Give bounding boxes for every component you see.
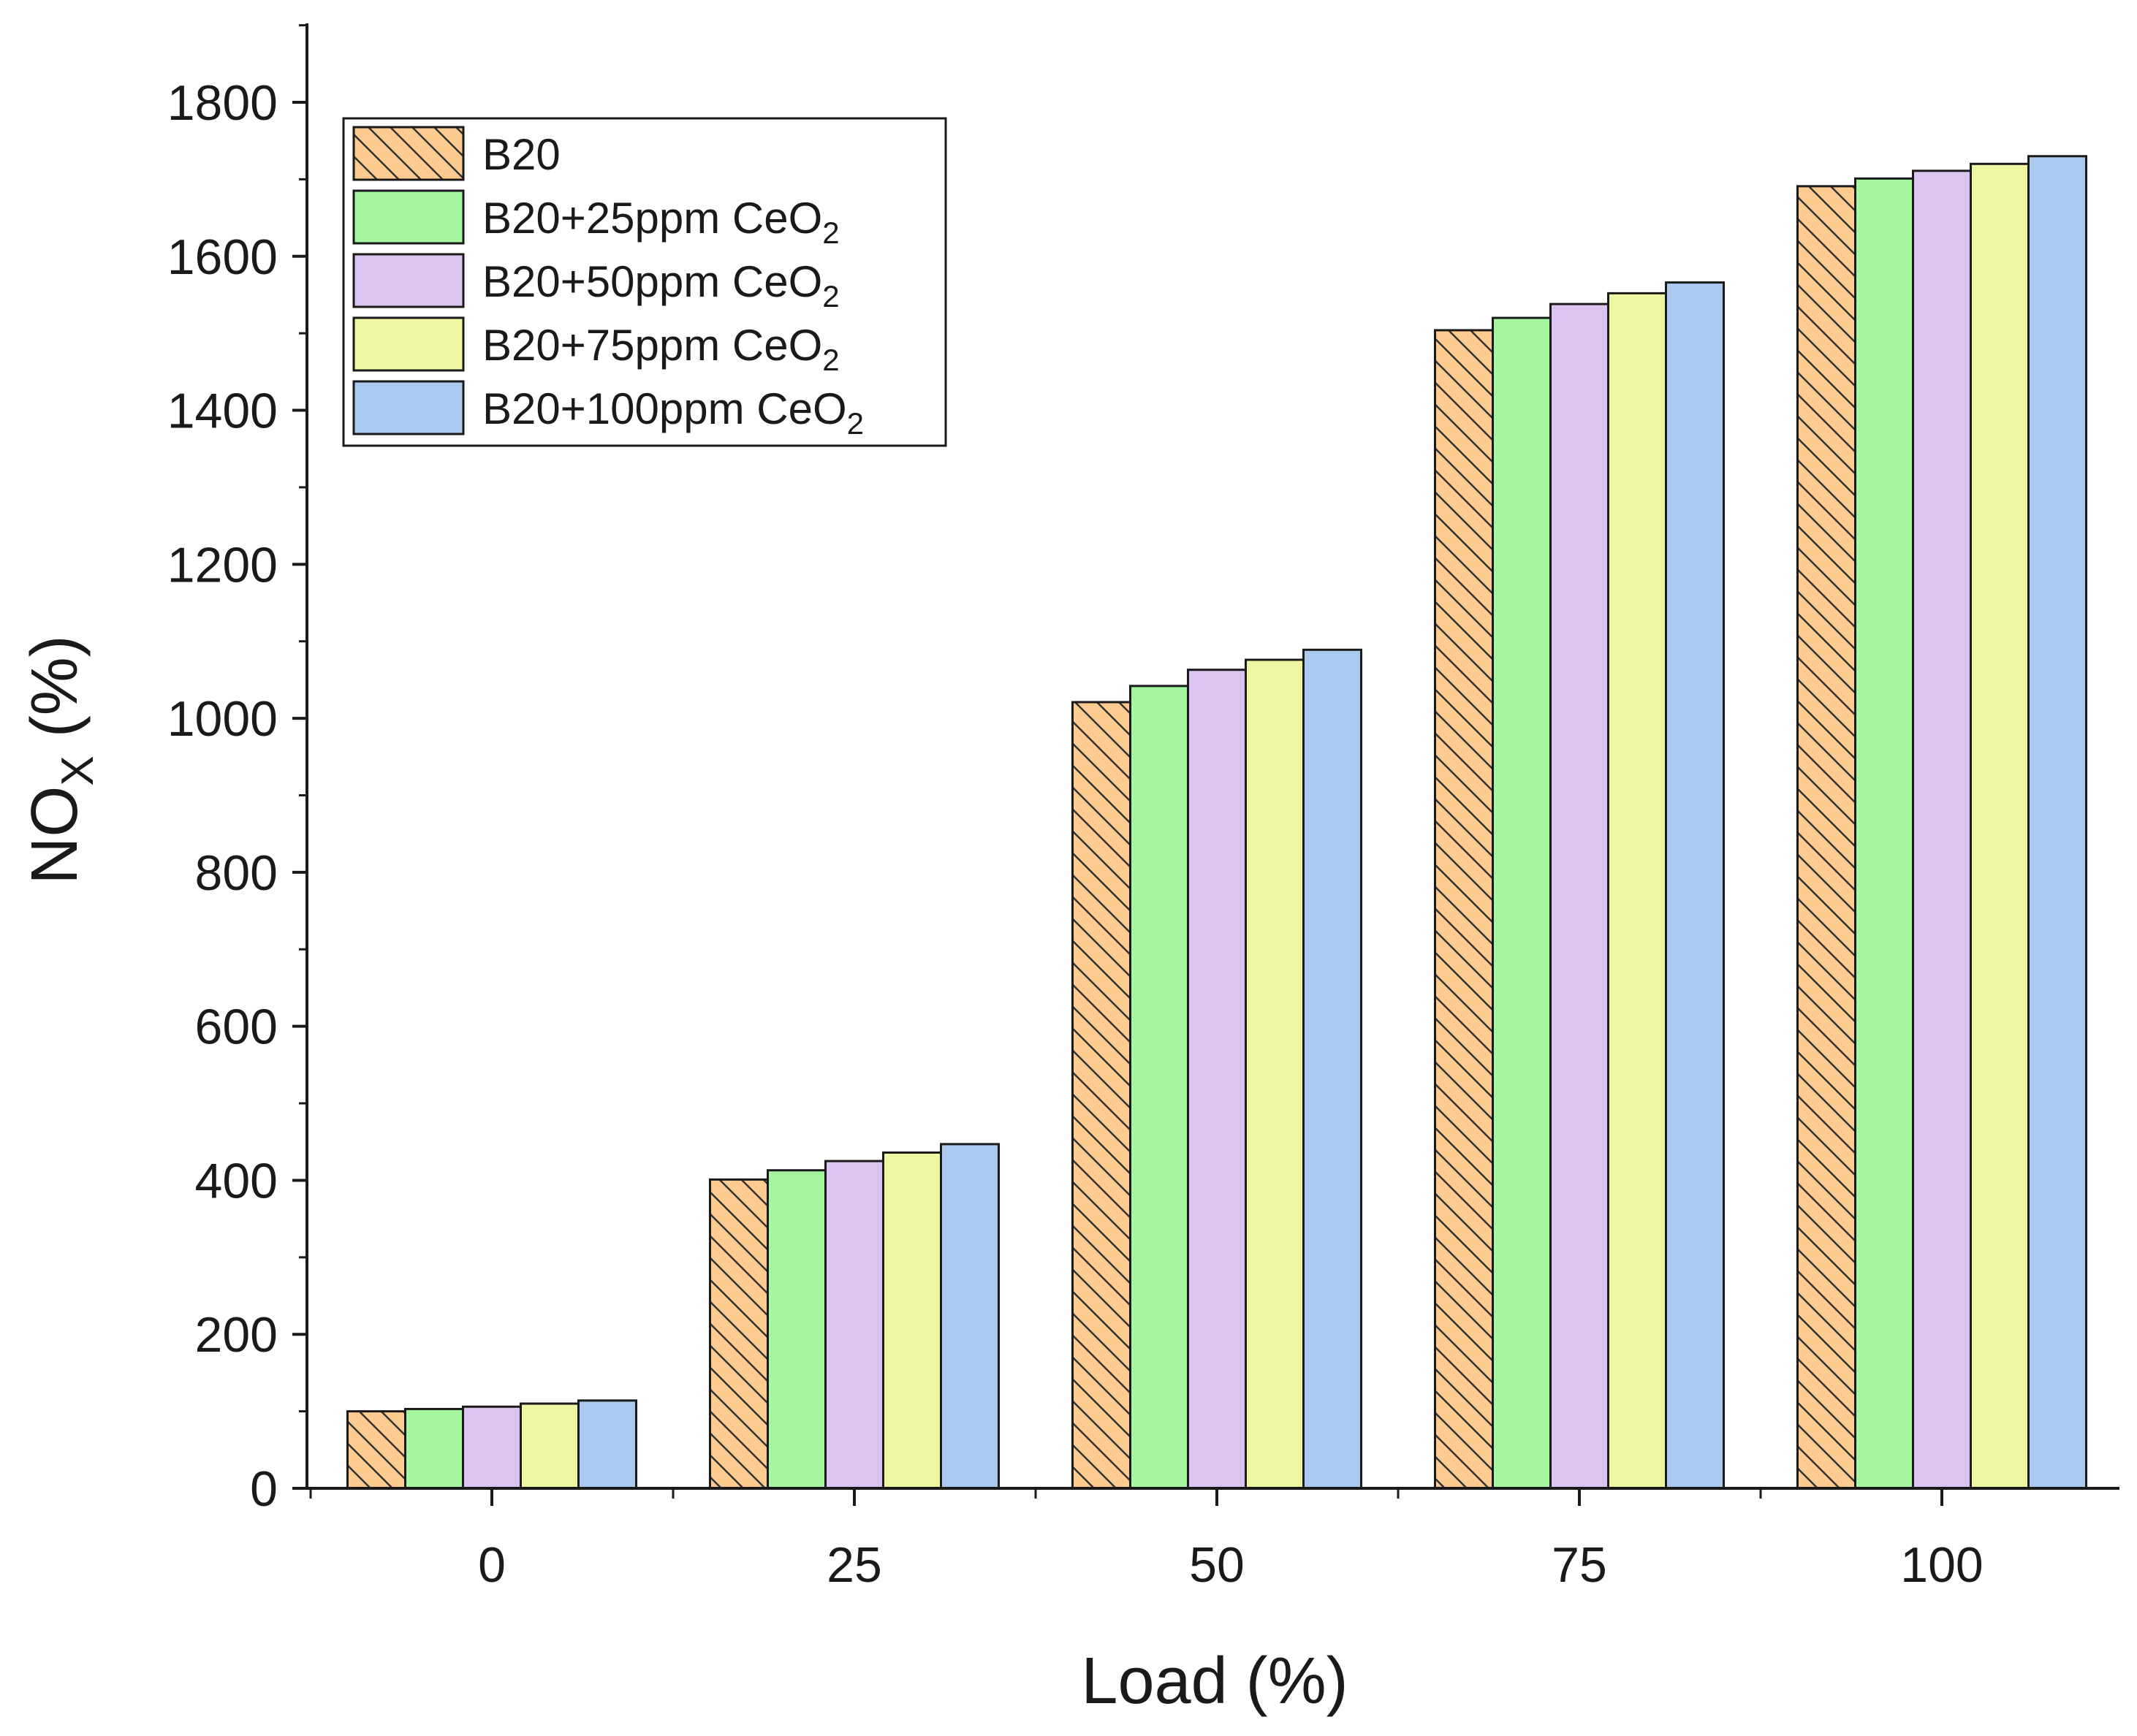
legend-label: B20+25ppm CeO2 xyxy=(482,194,840,250)
bar-b20-100ppm-ceo2-load-75 xyxy=(1665,281,1725,1490)
legend-swatch xyxy=(352,380,465,435)
y-tick-label: 800 xyxy=(195,845,278,901)
legend-swatch xyxy=(352,316,465,372)
bar-b20-75ppm-ceo2-load-50 xyxy=(1245,658,1305,1490)
legend-label-subscript: 2 xyxy=(822,216,839,250)
y-tick-label: 0 xyxy=(250,1461,278,1517)
bar-b20-50ppm-ceo2-load-25 xyxy=(824,1160,884,1490)
legend-label-subscript: 2 xyxy=(822,279,839,313)
x-tick-label: 75 xyxy=(1552,1537,1607,1593)
bar-b20-load-75 xyxy=(1434,329,1494,1490)
legend-swatch xyxy=(352,189,465,245)
bar-b20-75ppm-ceo2-load-75 xyxy=(1607,292,1667,1490)
x-tick-label: 50 xyxy=(1189,1537,1245,1593)
legend-label-text: B20+75ppm CeO xyxy=(482,321,822,370)
bar-b20-25ppm-ceo2-load-0 xyxy=(404,1407,464,1490)
bar-b20-100ppm-ceo2-load-100 xyxy=(2027,155,2087,1490)
y-tick-label: 1800 xyxy=(167,75,278,131)
y-tick-label: 400 xyxy=(195,1153,278,1208)
legend-label: B20+50ppm CeO2 xyxy=(482,257,840,313)
bar-b20-50ppm-ceo2-load-75 xyxy=(1549,302,1609,1490)
legend-label-text: B20+25ppm CeO xyxy=(482,194,822,243)
bar-b20-load-25 xyxy=(709,1178,769,1490)
bar-b20-100ppm-ceo2-load-50 xyxy=(1302,648,1362,1490)
y-axis-title: NOX (%) xyxy=(18,635,103,884)
axes-group: 0 200 400 600 800 1000 1200 1400 1600 1800 0 25 50 75… xyxy=(167,23,2119,1593)
legend-label-subscript: 2 xyxy=(847,406,864,441)
y-tick-label: 1600 xyxy=(167,229,278,285)
legend-label: B20 xyxy=(482,130,561,179)
y-tick-label: 600 xyxy=(195,1000,278,1055)
bar-b20-50ppm-ceo2-load-100 xyxy=(1912,170,1972,1490)
x-tick-label: 0 xyxy=(478,1537,506,1593)
y-axis-title-subscript: X xyxy=(53,755,103,785)
legend-label-text: B20+100ppm CeO xyxy=(482,384,847,433)
y-tick-label: 1000 xyxy=(167,691,278,747)
bar-b20-25ppm-ceo2-load-75 xyxy=(1492,316,1552,1490)
legend-label-subscript: 2 xyxy=(822,343,839,377)
bar-b20-100ppm-ceo2-load-25 xyxy=(940,1143,1000,1490)
y-tick-label: 200 xyxy=(195,1307,278,1363)
legend-label-text: B20 xyxy=(482,130,561,179)
bar-b20-100ppm-ceo2-load-0 xyxy=(577,1399,637,1490)
legend-label: B20+75ppm CeO2 xyxy=(482,321,840,377)
bar-b20-50ppm-ceo2-load-50 xyxy=(1187,669,1247,1490)
bar-b20-25ppm-ceo2-load-50 xyxy=(1129,685,1189,1490)
y-tick-label: 1400 xyxy=(167,384,278,439)
bar-b20-50ppm-ceo2-load-0 xyxy=(462,1405,522,1490)
bar-b20-75ppm-ceo2-load-25 xyxy=(882,1151,942,1490)
y-axis-title-unit: (%) xyxy=(18,635,91,755)
legend-label: B20+100ppm CeO2 xyxy=(482,384,864,441)
x-axis-title: Load (%) xyxy=(1081,1645,1348,1718)
bar-b20-25ppm-ceo2-load-25 xyxy=(767,1169,827,1490)
legend-swatch xyxy=(352,126,465,181)
y-tick-label: 1200 xyxy=(167,537,278,593)
bar-b20-25ppm-ceo2-load-100 xyxy=(1854,177,1914,1490)
bars-group xyxy=(346,155,2087,1490)
y-axis-title-main: NO xyxy=(18,786,91,885)
x-tick-label: 25 xyxy=(827,1537,882,1593)
x-tick-label: 100 xyxy=(1900,1537,1983,1593)
legend-label-text: B20+50ppm CeO xyxy=(482,257,822,306)
bar-b20-load-50 xyxy=(1071,701,1131,1490)
bar-b20-load-100 xyxy=(1796,185,1856,1490)
bar-b20-75ppm-ceo2-load-0 xyxy=(520,1402,580,1490)
legend-swatch xyxy=(352,253,465,308)
bar-b20-load-0 xyxy=(346,1410,406,1490)
bar-b20-75ppm-ceo2-load-100 xyxy=(1970,162,2030,1490)
